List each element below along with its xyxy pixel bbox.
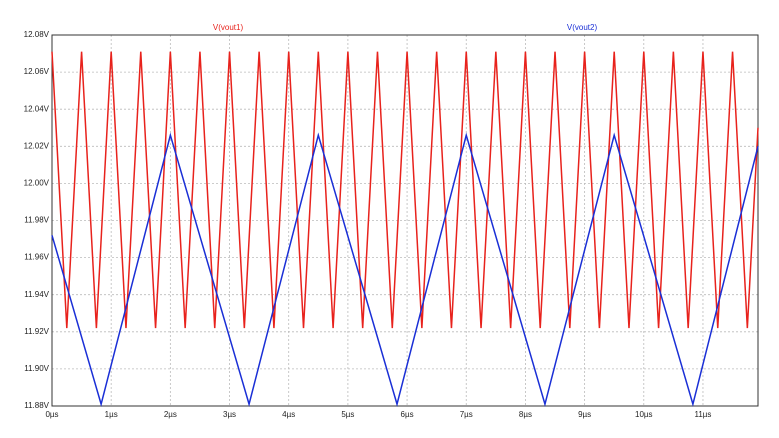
- x-tick-label: 1µs: [105, 410, 118, 419]
- y-tick-label: 12.04V: [24, 104, 50, 113]
- plot-frame: [51, 34, 759, 407]
- y-tick-label: 11.98V: [24, 216, 49, 225]
- x-tick-label: 10µs: [635, 410, 653, 419]
- y-tick-label: 12.02V: [24, 141, 50, 150]
- x-tick-label: 0µs: [45, 410, 58, 419]
- series-line: [51, 132, 759, 407]
- x-tick-label: 3µs: [223, 410, 236, 419]
- y-tick-label: 11.88V: [24, 401, 49, 410]
- x-tick-label: 4µs: [282, 410, 295, 419]
- x-tick-label: 9µs: [578, 410, 591, 419]
- legend-entry: V(vout1): [213, 23, 244, 32]
- x-tick-label: 6µs: [401, 410, 414, 419]
- y-tick-label: 12.08V: [24, 30, 50, 39]
- x-tick-label: 11µs: [695, 410, 712, 419]
- x-tick-label: 2µs: [164, 410, 177, 419]
- y-tick-label: 11.92V: [24, 327, 49, 336]
- x-tick-label: 7µs: [460, 410, 473, 419]
- x-tick-label: 8µs: [519, 410, 532, 419]
- y-tick-label: 11.90V: [24, 364, 49, 373]
- y-tick-label: 12.00V: [24, 179, 50, 188]
- x-tick-label: 5µs: [341, 410, 354, 419]
- legend-entry: V(vout2): [567, 23, 598, 32]
- y-tick-label: 11.94V: [24, 290, 49, 299]
- y-tick-label: 11.96V: [24, 253, 49, 262]
- y-tick-label: 12.06V: [24, 67, 50, 76]
- series-line: [51, 51, 759, 329]
